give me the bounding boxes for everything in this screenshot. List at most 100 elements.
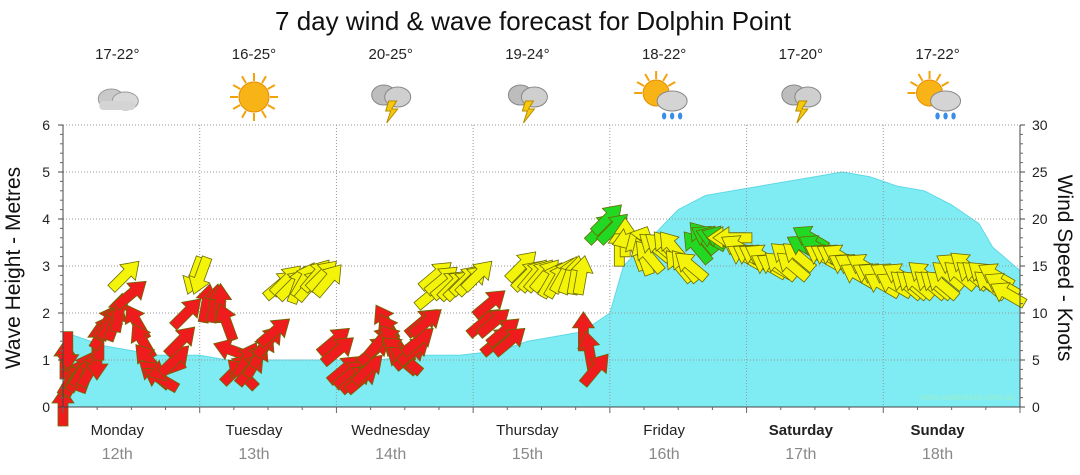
wind-arrow <box>475 309 510 340</box>
left-tick-label: 4 <box>42 211 50 227</box>
wind-arrow-shape <box>578 353 609 388</box>
wind-arrow <box>460 260 493 293</box>
left-tick-label: 1 <box>42 352 50 368</box>
wind-arrow-shape <box>504 251 537 284</box>
sun-ray <box>935 73 942 82</box>
sun-ray <box>917 73 924 82</box>
sun-ray <box>261 75 267 84</box>
day-date: 16th <box>649 446 680 463</box>
right-tick-label: 25 <box>1032 164 1048 180</box>
wind-arrow-shape <box>570 255 594 296</box>
sun-ray <box>941 81 950 87</box>
wind-arrow-shape <box>485 318 520 349</box>
lightning-bolt <box>385 100 399 124</box>
day-temperature: 17-20° <box>779 46 823 63</box>
right-tick-label: 10 <box>1032 305 1048 321</box>
wind-arrow <box>169 298 202 331</box>
wave-height-area <box>62 171 1021 408</box>
left-tick-label: 5 <box>42 164 50 180</box>
right-tick-label: 5 <box>1032 352 1040 368</box>
chart-title: 7 day wind & wave forecast for Dolphin P… <box>275 6 792 36</box>
wind-arrow-shape <box>407 309 442 340</box>
day-name: Tuesday <box>225 422 282 439</box>
wind-arrow-shape <box>255 318 291 349</box>
wind-arrow <box>311 264 342 299</box>
left-tick-label: 6 <box>42 117 50 133</box>
rain-drop <box>943 112 948 120</box>
left-axis-title: Wave Height - Metres <box>2 167 25 369</box>
forecast-row: 17-22° 16-25° 20-25° 19-24° 18-22° 17-20° 17-2… <box>95 46 962 124</box>
sun-ray <box>910 81 918 87</box>
sun-ray <box>232 104 241 110</box>
day-temperature: 18-22° <box>642 46 686 63</box>
day-temperature: 17-22° <box>95 46 139 63</box>
wind-arrow-shape <box>491 327 526 358</box>
left-tick-label: 3 <box>42 258 50 274</box>
wind-arrow <box>491 327 526 358</box>
rain-drop <box>935 112 940 120</box>
wind-arrow <box>471 290 506 321</box>
left-tick-label: 2 <box>42 305 50 321</box>
day-date: 17th <box>785 446 816 463</box>
lightning-bolt <box>795 100 809 124</box>
day-date: 14th <box>375 446 406 463</box>
sun-ray <box>261 110 267 119</box>
wind-arrow <box>107 260 140 293</box>
wind-arrow <box>570 255 594 296</box>
sun-ray <box>636 81 645 87</box>
rain-drop <box>951 112 956 120</box>
wind-arrow <box>163 326 196 359</box>
wave-area <box>62 171 1021 408</box>
sun-ray <box>662 73 668 82</box>
left-tick-label: 0 <box>42 399 50 415</box>
wind-arrow-shape <box>471 290 506 321</box>
credit-label: www.seabreeze.com.au <box>918 392 1015 402</box>
sun-shower-icon <box>634 71 688 120</box>
day-temperature: 19-24° <box>505 46 549 63</box>
sun-ray <box>241 110 247 119</box>
day-date: 18th <box>922 446 953 463</box>
wind-arrow <box>188 255 213 295</box>
wind-arrow <box>214 302 239 343</box>
day-name: Monday <box>91 422 145 439</box>
right-tick-label: 15 <box>1032 258 1048 274</box>
wind-arrow <box>578 353 609 388</box>
wind-arrows <box>51 204 1028 427</box>
sun-ray <box>232 84 241 90</box>
sun-ray <box>267 84 276 90</box>
wind-arrow-shape <box>311 264 342 299</box>
wind-arrow <box>589 204 622 237</box>
sun-ray <box>667 81 676 87</box>
day-name: Sunday <box>910 422 965 439</box>
sun-shower-icon <box>907 71 962 120</box>
day-date: 15th <box>512 446 543 463</box>
wind-arrow-shape <box>169 298 202 331</box>
axes: 0 1 2 3 4 5 6 0 5 10 15 20 25 30 <box>42 117 1048 415</box>
cloudy-icon <box>97 88 139 111</box>
rain-drop <box>661 112 667 120</box>
wind-arrow-shape <box>188 255 213 295</box>
storm-icon <box>371 84 412 124</box>
sun-ray <box>241 75 247 84</box>
right-tick-label: 30 <box>1032 117 1048 133</box>
wind-arrow-shape <box>112 280 147 311</box>
day-name: Wednesday <box>351 422 430 439</box>
wind-arrow <box>407 309 442 340</box>
day-temperature: 17-22° <box>915 46 959 63</box>
sun-ray <box>644 73 650 82</box>
right-tick-label: 0 <box>1032 399 1040 415</box>
wind-arrow-shape <box>475 309 510 340</box>
day-name: Thursday <box>496 422 559 439</box>
storm-icon <box>507 84 548 124</box>
day-labels: Monday 12th Tuesday 13th Wednesday 14th Thursd… <box>91 422 966 463</box>
wind-arrow <box>504 251 537 284</box>
wind-arrow-shape <box>460 260 493 293</box>
day-temperature: 16-25° <box>232 46 276 63</box>
day-temperature: 20-25° <box>369 46 413 63</box>
wind-arrow-shape <box>107 260 140 293</box>
right-axis-title: Wind Speed - Knots <box>1053 175 1076 362</box>
rain-drop <box>669 112 675 120</box>
wind-arrow <box>255 318 291 349</box>
cloud-shape <box>656 90 688 112</box>
